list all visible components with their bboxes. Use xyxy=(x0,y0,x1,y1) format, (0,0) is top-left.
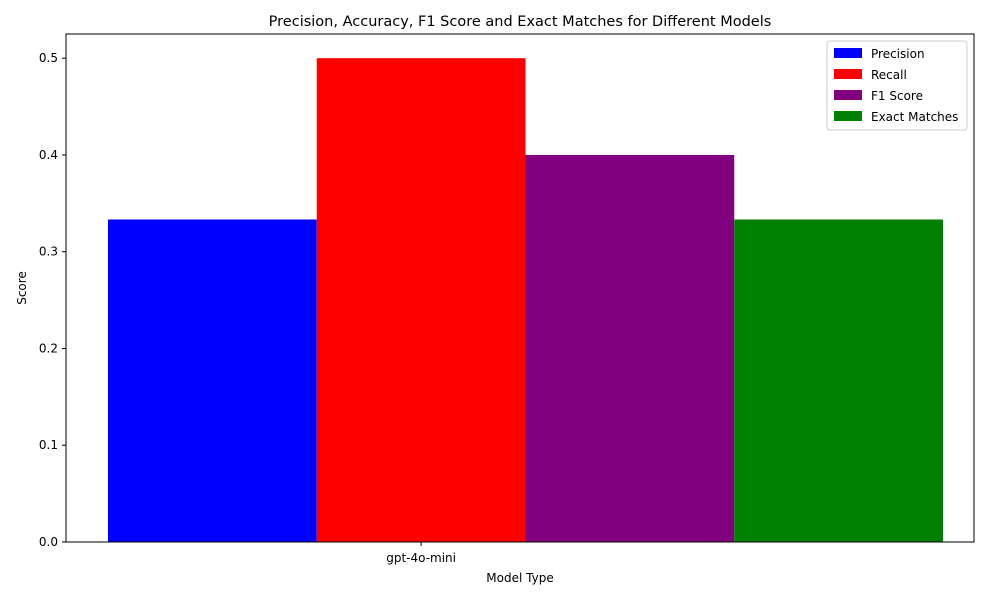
legend-label: Recall xyxy=(871,68,907,82)
y-tick-label: 0.5 xyxy=(39,51,58,65)
legend-label: Exact Matches xyxy=(871,110,958,124)
x-axis-label: Model Type xyxy=(486,571,553,585)
y-axis-label: Score xyxy=(15,271,29,305)
y-tick-label: 0.4 xyxy=(39,148,58,162)
x-axis-ticks: gpt-4o-mini xyxy=(386,542,456,565)
legend-items: Precision Recall F1 Score Exact Matches xyxy=(834,47,958,124)
bar-precision-gpt-4o-mini xyxy=(108,219,317,543)
y-tick-label: 0.0 xyxy=(39,535,58,549)
chart-title: Precision, Accuracy, F1 Score and Exact … xyxy=(269,14,772,30)
bar-exact-matches-gpt-4o-mini xyxy=(734,219,943,543)
legend-swatch xyxy=(834,48,862,58)
legend-swatch xyxy=(834,111,862,121)
legend-label: Precision xyxy=(871,47,925,61)
legend-swatch xyxy=(834,90,862,100)
bars-layer xyxy=(108,58,943,543)
bar-f1-score-gpt-4o-mini xyxy=(525,154,735,542)
y-axis-ticks: 0.0 0.1 0.2 0.3 0.4 0.5 xyxy=(39,51,66,549)
y-tick-label: 0.1 xyxy=(39,438,58,452)
legend-label: F1 Score xyxy=(871,89,923,103)
plot-area-frame xyxy=(65,33,975,543)
legend: Precision Recall F1 Score Exact Matches xyxy=(826,40,968,131)
y-tick-label: 0.3 xyxy=(39,245,58,259)
bar-recall-gpt-4o-mini xyxy=(316,58,526,542)
y-tick-label: 0.2 xyxy=(39,341,58,355)
legend-swatch xyxy=(834,69,862,79)
legend-box xyxy=(826,40,968,131)
x-tick-label: gpt-4o-mini xyxy=(386,551,456,565)
